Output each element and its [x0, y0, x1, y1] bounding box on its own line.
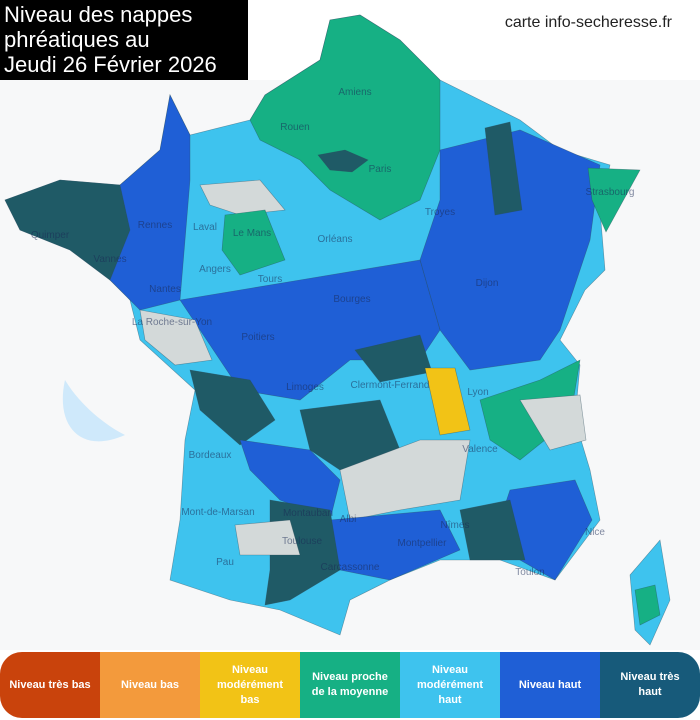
drop-icon: [62, 380, 125, 442]
region: [189, 369, 276, 446]
city-label: Albi: [340, 514, 357, 525]
city-label: Nantes: [149, 284, 181, 295]
city-label: Montauban: [283, 508, 333, 519]
city-label: Troyes: [425, 207, 455, 218]
city-label: Toulouse: [282, 536, 322, 547]
city-label: Rennes: [138, 220, 172, 231]
city-label: Limoges: [286, 382, 324, 393]
city-label: Bourges: [333, 294, 370, 305]
city-label: Amiens: [338, 87, 371, 98]
region: [249, 14, 441, 221]
legend-item: Niveau très bas: [0, 652, 100, 718]
city-label: Orléans: [317, 234, 352, 245]
city-label: Laval: [193, 222, 217, 233]
city-label: Carcassonne: [321, 562, 380, 573]
city-label: Bordeaux: [189, 450, 232, 461]
city-label: Angers: [199, 264, 231, 275]
city-labels: Amiens Rouen Paris Rennes Laval Le Mans …: [31, 87, 635, 578]
source: carte info-secheresse.fr: [504, 14, 672, 31]
region: [484, 121, 523, 216]
city-label: Mont-de-Marsan: [181, 507, 254, 518]
city-label: Lyon: [467, 387, 488, 398]
city-label: Nîmes: [441, 520, 470, 531]
region: [519, 394, 587, 451]
city-label: Montpellier: [398, 538, 448, 549]
region: [317, 149, 369, 173]
legend-item: Niveau modérément haut: [400, 652, 500, 718]
region: [139, 309, 213, 366]
city-label: Pau: [216, 557, 234, 568]
city-label: Clermont-Ferrand: [351, 380, 430, 391]
region: [234, 519, 301, 556]
city-label: Quimper: [31, 230, 70, 241]
city-label: Le Mans: [233, 228, 271, 239]
city-label: Strasbourg: [586, 187, 635, 198]
city-label: La Roche-sur-Yon: [132, 317, 212, 328]
region: [587, 167, 641, 233]
region: [634, 584, 661, 626]
title: Niveau des nappes phréatiques au Jeudi 2…: [0, 0, 248, 80]
city-label: Toulon: [515, 567, 544, 578]
city-label: Valence: [462, 444, 498, 455]
region: [221, 209, 286, 276]
region: [459, 499, 526, 561]
regions: [4, 14, 671, 646]
city-label: Dijon: [476, 278, 499, 289]
city-label: Poitiers: [241, 332, 274, 343]
legend-item: Niveau haut: [500, 652, 600, 718]
region: [419, 129, 601, 371]
city-label: Nice: [585, 527, 605, 538]
legend-item: Niveau modérément bas: [200, 652, 300, 718]
legend: Niveau très bas Niveau bas Niveau modéréme…: [0, 652, 700, 718]
france-map: Amiens Rouen Paris Rennes Laval Le Mans …: [4, 14, 671, 646]
legend-item: Niveau bas: [100, 652, 200, 718]
city-label: Paris: [369, 164, 392, 175]
city-label: Vannes: [93, 254, 126, 265]
region: [424, 367, 471, 436]
legend-item: Niveau très haut: [600, 652, 700, 718]
city-label: Rouen: [280, 122, 309, 133]
city-label: Tours: [258, 274, 282, 285]
legend-item: Niveau proche de la moyenne: [300, 652, 400, 718]
